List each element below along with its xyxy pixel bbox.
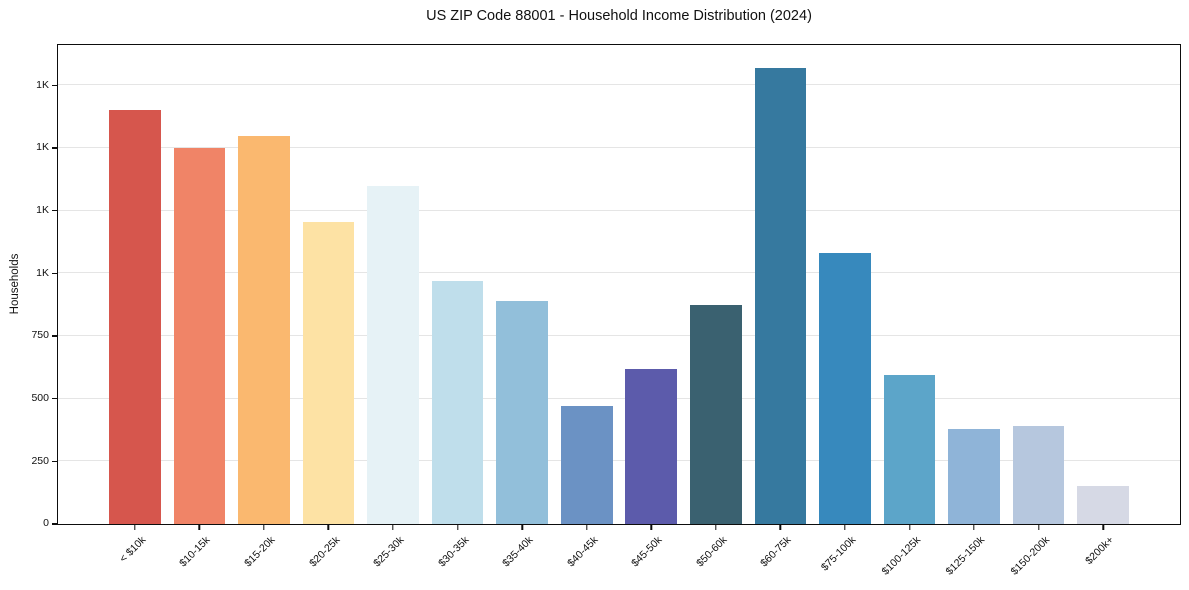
y-tick-mark (51, 210, 57, 212)
x-tick-mark (521, 525, 523, 531)
bar (754, 67, 807, 524)
x-tick-label: $60-75k (758, 534, 794, 570)
x-tick-label: $45-50k (629, 534, 665, 570)
x-tick-mark (1037, 525, 1040, 531)
y-gridline (58, 147, 1180, 149)
y-tick-label: 0 (43, 517, 49, 530)
y-tick-mark (51, 460, 57, 463)
y-axis-label: Households (9, 253, 21, 315)
x-tick-mark (1102, 525, 1104, 531)
x-tick-label: $40-45k (564, 534, 601, 570)
x-tick-label: $35-40k (500, 534, 536, 570)
chart-title: US ZIP Code 88001 - Household Income Dis… (426, 8, 812, 24)
x-tick-label: $100-125k (879, 534, 924, 578)
x-tick-label: $30-35k (435, 534, 472, 570)
bar (690, 304, 742, 524)
x-tick-label: $150-200k (1008, 534, 1053, 578)
x-tick-mark (134, 525, 136, 531)
y-gridline (58, 84, 1180, 86)
bar (173, 148, 226, 524)
x-tick-label: $15-20k (242, 534, 278, 570)
x-tick-mark (586, 525, 588, 531)
y-tick-mark (51, 84, 57, 87)
bar (1077, 486, 1129, 524)
bar (1012, 426, 1065, 524)
bar (302, 221, 355, 524)
bar (238, 135, 290, 524)
bar (109, 110, 161, 524)
y-gridline (58, 397, 1180, 399)
x-tick-label: $20-25k (306, 534, 342, 570)
bar (625, 368, 678, 524)
y-tick-label: 250 (31, 454, 49, 467)
y-tick-mark (51, 397, 57, 400)
x-tick-mark (263, 525, 265, 531)
y-tick-label: 1K (36, 203, 49, 216)
y-tick-label: 750 (31, 329, 49, 342)
x-tick-mark (844, 525, 846, 531)
x-tick-mark (908, 525, 911, 531)
x-tick-mark (973, 525, 975, 531)
y-gridline (58, 209, 1180, 211)
x-tick-mark (650, 525, 652, 531)
x-tick-label: $75-100k (818, 534, 859, 574)
bar (496, 300, 548, 524)
y-tick-label: 500 (31, 391, 49, 404)
bar (883, 374, 936, 524)
x-tick-label: $125-150k (943, 534, 988, 578)
bar (367, 185, 419, 524)
y-gridline (58, 335, 1180, 337)
bar (819, 253, 871, 524)
plot-area: 0 250 500 750 1K 1K 1K 1K < $10k $10-15k $15-20k $2… (31, 44, 1181, 578)
y-tick-mark (51, 523, 57, 525)
y-tick-label: 1K (36, 78, 49, 91)
x-tick-mark (779, 525, 782, 531)
x-tick-label: $10-15k (177, 534, 213, 570)
bar (948, 428, 1000, 524)
x-tick-label: $50-60k (694, 534, 730, 570)
y-tick-mark (51, 272, 57, 275)
y-gridline (58, 272, 1180, 274)
x-tick-label: $25-30k (371, 534, 407, 570)
bar (560, 406, 613, 524)
x-tick-mark (715, 525, 717, 531)
x-tick-mark (198, 525, 201, 531)
y-tick-label: 1K (36, 266, 49, 279)
bar (431, 280, 484, 524)
x-tick-mark (392, 525, 394, 531)
y-tick-mark (51, 335, 57, 337)
x-tick-mark (327, 525, 330, 531)
x-tick-mark (456, 525, 459, 531)
y-tick-label: 1K (36, 141, 49, 154)
x-tick-label: < $10k (117, 534, 149, 565)
y-tick-mark (51, 147, 57, 149)
y-gridline (58, 460, 1180, 462)
x-tick-label: $200k+ (1083, 534, 1117, 568)
